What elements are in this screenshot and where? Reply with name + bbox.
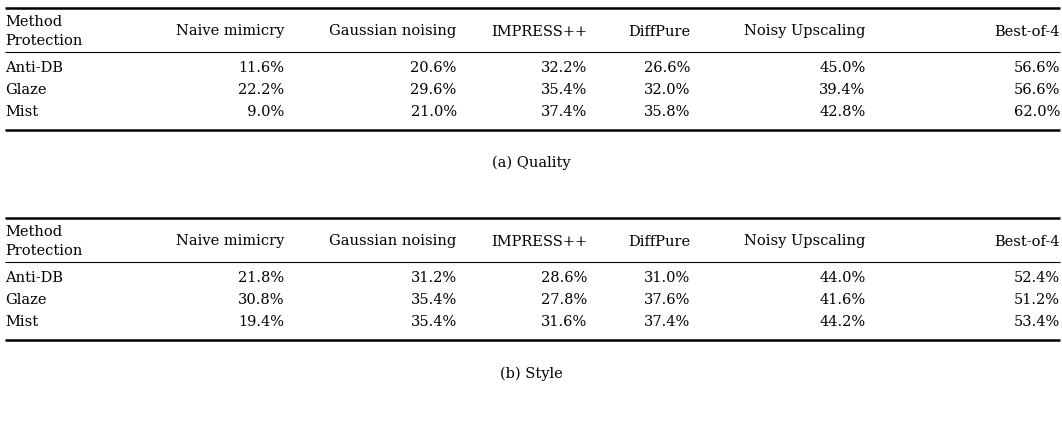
Text: Noisy Upscaling: Noisy Upscaling: [744, 234, 866, 249]
Text: 56.6%: 56.6%: [1013, 61, 1060, 75]
Text: 26.6%: 26.6%: [644, 61, 690, 75]
Text: DiffPure: DiffPure: [629, 25, 690, 39]
Text: 37.6%: 37.6%: [644, 293, 690, 307]
Text: 11.6%: 11.6%: [239, 61, 285, 75]
Text: 56.6%: 56.6%: [1013, 83, 1060, 97]
Text: Mist: Mist: [5, 315, 38, 329]
Text: 31.2%: 31.2%: [411, 271, 457, 285]
Text: 21.0%: 21.0%: [411, 105, 457, 119]
Text: Naive mimicry: Naive mimicry: [176, 234, 285, 249]
Text: 21.8%: 21.8%: [239, 271, 285, 285]
Text: Anti-DB: Anti-DB: [5, 61, 64, 75]
Text: 35.4%: 35.4%: [541, 83, 587, 97]
Text: 29.6%: 29.6%: [410, 83, 457, 97]
Text: 32.0%: 32.0%: [644, 83, 690, 97]
Text: (a) Quality: (a) Quality: [492, 156, 570, 170]
Text: 44.2%: 44.2%: [820, 315, 866, 329]
Text: Mist: Mist: [5, 105, 38, 119]
Text: Protection: Protection: [5, 34, 83, 48]
Text: 37.4%: 37.4%: [541, 105, 587, 119]
Text: 20.6%: 20.6%: [410, 61, 457, 75]
Text: 41.6%: 41.6%: [820, 293, 866, 307]
Text: IMPRESS++: IMPRESS++: [491, 234, 587, 249]
Text: 42.8%: 42.8%: [819, 105, 866, 119]
Text: 35.8%: 35.8%: [644, 105, 690, 119]
Text: 31.6%: 31.6%: [541, 315, 587, 329]
Text: 28.6%: 28.6%: [541, 271, 587, 285]
Text: 32.2%: 32.2%: [541, 61, 587, 75]
Text: 31.0%: 31.0%: [644, 271, 690, 285]
Text: 39.4%: 39.4%: [819, 83, 866, 97]
Text: IMPRESS++: IMPRESS++: [491, 25, 587, 39]
Text: 44.0%: 44.0%: [819, 271, 866, 285]
Text: 9.0%: 9.0%: [238, 105, 285, 119]
Text: 19.4%: 19.4%: [239, 315, 285, 329]
Text: 52.4%: 52.4%: [1014, 271, 1060, 285]
Text: Gaussian noising: Gaussian noising: [329, 234, 457, 249]
Text: Protection: Protection: [5, 244, 83, 258]
Text: Noisy Upscaling: Noisy Upscaling: [744, 25, 866, 39]
Text: Best-of-4: Best-of-4: [994, 25, 1060, 39]
Text: 62.0%: 62.0%: [1013, 105, 1060, 119]
Text: 35.4%: 35.4%: [410, 315, 457, 329]
Text: Best-of-4: Best-of-4: [994, 234, 1060, 249]
Text: 30.8%: 30.8%: [238, 293, 285, 307]
Text: Glaze: Glaze: [5, 293, 47, 307]
Text: 45.0%: 45.0%: [819, 61, 866, 75]
Text: Anti-DB: Anti-DB: [5, 271, 64, 285]
Text: DiffPure: DiffPure: [629, 234, 690, 249]
Text: Method: Method: [5, 225, 63, 239]
Text: 27.8%: 27.8%: [541, 293, 587, 307]
Text: 22.2%: 22.2%: [239, 83, 285, 97]
Text: Gaussian noising: Gaussian noising: [329, 25, 457, 39]
Text: Glaze: Glaze: [5, 83, 47, 97]
Text: Method: Method: [5, 15, 63, 29]
Text: 37.4%: 37.4%: [644, 315, 690, 329]
Text: 53.4%: 53.4%: [1013, 315, 1060, 329]
Text: 51.2%: 51.2%: [1014, 293, 1060, 307]
Text: (b) Style: (b) Style: [499, 367, 563, 381]
Text: 35.4%: 35.4%: [410, 293, 457, 307]
Text: Naive mimicry: Naive mimicry: [176, 25, 285, 39]
